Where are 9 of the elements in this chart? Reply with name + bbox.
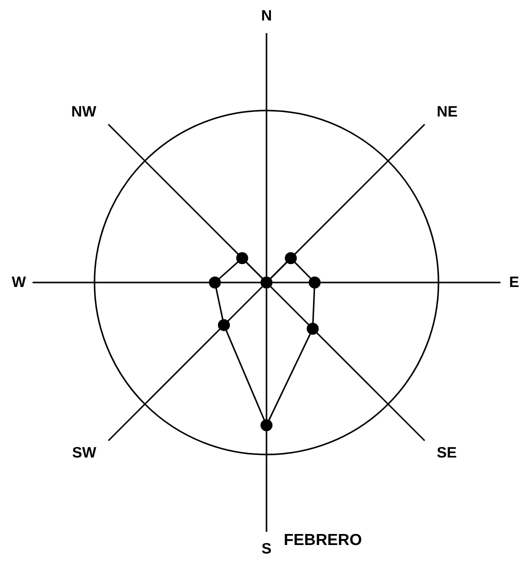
spoke-label: NE <box>436 104 458 121</box>
text: FEBRERO <box>284 532 362 549</box>
spoke-label: W <box>12 274 27 291</box>
spoke-label: S <box>262 540 272 558</box>
spoke-label: SW <box>72 444 98 462</box>
spoke-label: NW <box>71 104 98 121</box>
spoke-label: N <box>261 7 272 24</box>
spoke-label: E <box>509 274 520 291</box>
spoke-label: SE <box>436 444 457 462</box>
